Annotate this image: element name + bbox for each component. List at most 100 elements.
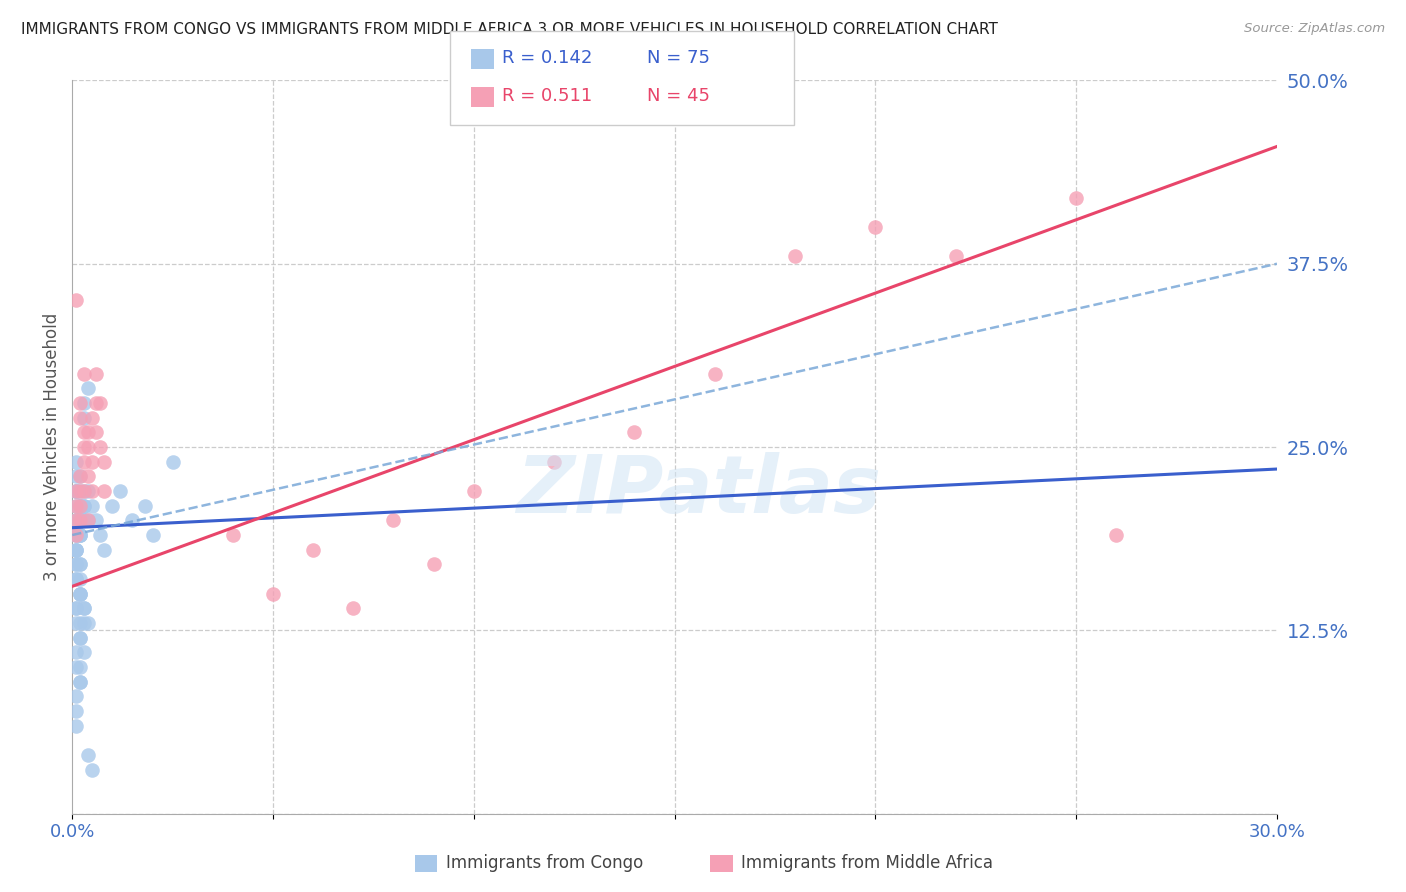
Point: [82, 499, 104, 513]
Point: [77, 615, 100, 630]
Point: [86, 396, 108, 410]
Point: [77, 513, 100, 527]
Point: [65, 293, 87, 308]
Text: IMMIGRANTS FROM CONGO VS IMMIGRANTS FROM MIDDLE AFRICA 3 OR MORE VEHICLES IN HOU: IMMIGRANTS FROM CONGO VS IMMIGRANTS FROM…: [21, 22, 998, 37]
Point: [69, 499, 91, 513]
Point: [82, 410, 104, 425]
Point: [77, 513, 100, 527]
Point: [65, 528, 87, 542]
Y-axis label: 3 or more Vehicles in Household: 3 or more Vehicles in Household: [44, 313, 60, 582]
Point: [65, 645, 87, 659]
Point: [65, 528, 87, 542]
Point: [73, 601, 96, 615]
Point: [69, 499, 91, 513]
Text: N = 75: N = 75: [647, 49, 710, 67]
Point: [65, 513, 87, 527]
Point: [65, 513, 87, 527]
Point: [162, 455, 184, 469]
Point: [65, 558, 87, 572]
Point: [69, 558, 91, 572]
Point: [69, 587, 91, 601]
Point: [65, 469, 87, 483]
Point: [65, 660, 87, 674]
Point: [73, 483, 96, 498]
Point: [73, 499, 96, 513]
Point: [65, 601, 87, 615]
Point: [69, 558, 91, 572]
Point: [1064, 191, 1087, 205]
Point: [945, 249, 967, 263]
Point: [703, 367, 725, 381]
Text: N = 45: N = 45: [647, 87, 710, 105]
Point: [65, 499, 87, 513]
Point: [69, 513, 91, 527]
Point: [73, 601, 96, 615]
Point: [89, 528, 111, 542]
Point: [69, 499, 91, 513]
Point: [65, 483, 87, 498]
Point: [69, 528, 91, 542]
Point: [69, 528, 91, 542]
Point: [65, 483, 87, 498]
Point: [1105, 528, 1128, 542]
Point: [65, 572, 87, 586]
Point: [69, 615, 91, 630]
Point: [69, 674, 91, 689]
Point: [69, 513, 91, 527]
Point: [69, 528, 91, 542]
Point: [73, 455, 96, 469]
Point: [65, 528, 87, 542]
Point: [73, 410, 96, 425]
Point: [65, 704, 87, 718]
Point: [86, 425, 108, 440]
Point: [69, 483, 91, 498]
Point: [110, 483, 132, 498]
Point: [82, 483, 104, 498]
Point: [302, 542, 325, 557]
Point: [69, 572, 91, 586]
Point: [101, 499, 124, 513]
Point: [422, 558, 444, 572]
Point: [73, 483, 96, 498]
Point: [69, 469, 91, 483]
Point: [69, 631, 91, 645]
Point: [69, 410, 91, 425]
Point: [65, 558, 87, 572]
Point: [65, 542, 87, 557]
Point: [65, 542, 87, 557]
Point: [65, 572, 87, 586]
Point: [121, 513, 143, 527]
Point: [65, 542, 87, 557]
Point: [89, 440, 111, 454]
Text: Source: ZipAtlas.com: Source: ZipAtlas.com: [1244, 22, 1385, 36]
Point: [865, 220, 887, 235]
Point: [69, 660, 91, 674]
Text: Immigrants from Congo: Immigrants from Congo: [446, 855, 643, 872]
Point: [342, 601, 364, 615]
Point: [89, 396, 111, 410]
Point: [73, 499, 96, 513]
Point: [93, 542, 115, 557]
Point: [134, 499, 156, 513]
Point: [69, 674, 91, 689]
Point: [73, 615, 96, 630]
Point: [463, 483, 485, 498]
Point: [543, 455, 565, 469]
Point: [65, 690, 87, 704]
Point: [73, 513, 96, 527]
Point: [73, 513, 96, 527]
Point: [77, 381, 100, 395]
Point: [69, 587, 91, 601]
Point: [69, 513, 91, 527]
Point: [82, 763, 104, 777]
Point: [382, 513, 405, 527]
Text: R = 0.511: R = 0.511: [502, 87, 592, 105]
Point: [65, 718, 87, 732]
Text: R = 0.142: R = 0.142: [502, 49, 592, 67]
Point: [65, 499, 87, 513]
Point: [65, 483, 87, 498]
Point: [77, 425, 100, 440]
Point: [73, 396, 96, 410]
Point: [93, 455, 115, 469]
Point: [69, 631, 91, 645]
